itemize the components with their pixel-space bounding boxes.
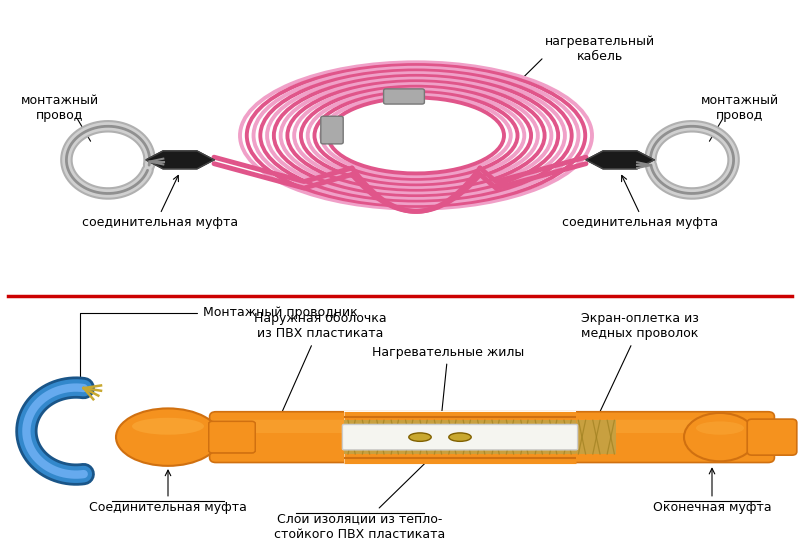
Ellipse shape <box>409 433 431 442</box>
Text: Монтажный проводник: Монтажный проводник <box>80 306 358 385</box>
Ellipse shape <box>684 413 756 461</box>
FancyBboxPatch shape <box>209 421 255 453</box>
Bar <box>576 420 616 454</box>
Ellipse shape <box>696 421 744 435</box>
Text: монтажный
провод: монтажный провод <box>21 94 99 123</box>
Ellipse shape <box>116 408 220 466</box>
Text: соединительная муфта: соединительная муфта <box>562 216 718 229</box>
Bar <box>344 411 576 464</box>
Polygon shape <box>146 151 214 169</box>
FancyBboxPatch shape <box>384 89 424 104</box>
FancyBboxPatch shape <box>212 420 772 433</box>
FancyBboxPatch shape <box>747 419 797 455</box>
Polygon shape <box>586 151 654 169</box>
Text: Оконечная муфта: Оконечная муфта <box>653 501 771 513</box>
Text: Экран-оплетка из
медных проволок: Экран-оплетка из медных проволок <box>581 312 699 418</box>
Text: Наружная оболочка
из ПВХ пластиката: Наружная оболочка из ПВХ пластиката <box>254 312 386 414</box>
Text: соединительная муфта: соединительная муфта <box>82 216 238 229</box>
Bar <box>344 420 576 454</box>
Text: Соединительная муфта: Соединительная муфта <box>89 501 247 513</box>
FancyBboxPatch shape <box>342 424 578 450</box>
FancyBboxPatch shape <box>321 116 343 144</box>
Ellipse shape <box>132 418 204 435</box>
FancyBboxPatch shape <box>209 421 255 453</box>
Text: нагревательный
кабель: нагревательный кабель <box>545 35 655 63</box>
FancyBboxPatch shape <box>210 412 774 463</box>
Text: Слои изоляции из тепло-
стойкого ПВХ пластиката: Слои изоляции из тепло- стойкого ПВХ пла… <box>274 450 446 541</box>
Text: монтажный
провод: монтажный провод <box>701 94 779 123</box>
Ellipse shape <box>449 433 471 442</box>
Text: Нагревательные жилы: Нагревательные жилы <box>372 346 524 427</box>
